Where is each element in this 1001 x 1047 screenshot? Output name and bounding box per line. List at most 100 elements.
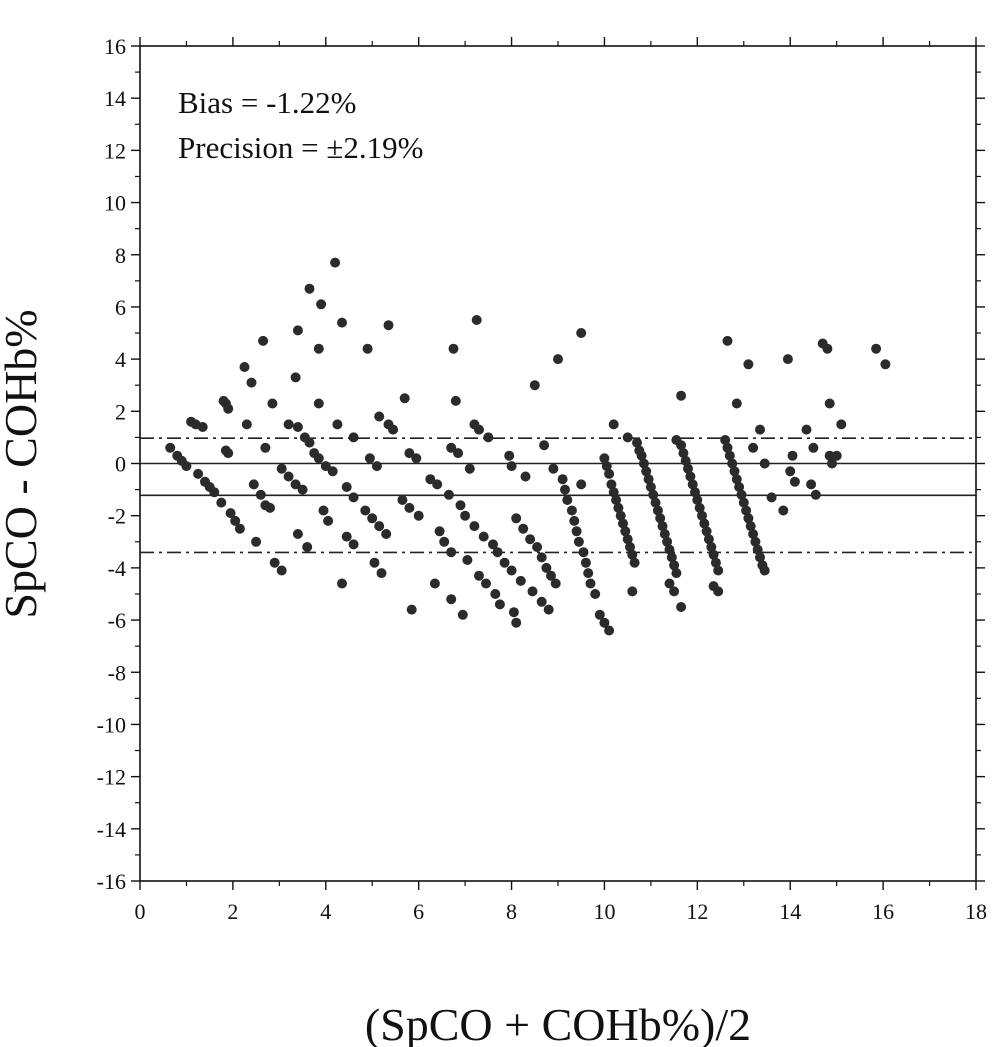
data-point bbox=[622, 534, 633, 545]
data-point bbox=[680, 455, 691, 466]
data-point bbox=[511, 513, 522, 524]
data-point bbox=[181, 461, 192, 472]
data-point bbox=[269, 557, 280, 568]
y-axis-label: SpCO - COHb% bbox=[0, 309, 46, 618]
data-point bbox=[313, 343, 324, 354]
data-point bbox=[478, 531, 489, 542]
data-point bbox=[750, 536, 761, 547]
data-point bbox=[283, 471, 294, 482]
data-point bbox=[404, 502, 415, 513]
data-point bbox=[759, 565, 770, 576]
data-point bbox=[701, 526, 712, 537]
data-point bbox=[471, 315, 482, 325]
data-point bbox=[360, 505, 371, 516]
data-point bbox=[374, 521, 385, 532]
data-point bbox=[364, 453, 375, 464]
data-point bbox=[165, 442, 176, 453]
data-point bbox=[520, 471, 531, 482]
data-point bbox=[255, 489, 266, 500]
data-point bbox=[745, 521, 756, 532]
y-tick-label: 8 bbox=[115, 243, 126, 268]
data-point bbox=[327, 466, 338, 477]
data-point bbox=[731, 398, 742, 409]
data-point bbox=[504, 450, 515, 461]
data-point bbox=[748, 529, 759, 539]
data-point bbox=[490, 589, 501, 599]
data-point bbox=[713, 586, 724, 597]
data-point bbox=[599, 617, 610, 628]
data-point bbox=[676, 390, 687, 401]
y-tick-label: -6 bbox=[108, 608, 126, 633]
data-point bbox=[604, 468, 615, 479]
data-point bbox=[290, 479, 301, 490]
data-point bbox=[369, 557, 380, 568]
data-point bbox=[469, 521, 480, 532]
data-point bbox=[590, 589, 601, 599]
y-tick-label: -12 bbox=[97, 765, 126, 790]
data-point bbox=[620, 526, 631, 537]
x-tick-label: 6 bbox=[413, 899, 424, 924]
data-point bbox=[566, 505, 577, 516]
data-point bbox=[413, 510, 424, 521]
data-point bbox=[492, 547, 503, 558]
data-point bbox=[801, 424, 812, 435]
y-tick-label: -16 bbox=[97, 869, 126, 894]
data-point bbox=[488, 539, 498, 550]
data-point bbox=[583, 568, 594, 579]
data-point bbox=[506, 461, 517, 472]
x-tick-label: 16 bbox=[872, 899, 894, 924]
data-point bbox=[543, 604, 554, 615]
data-point bbox=[429, 578, 440, 589]
data-point bbox=[367, 513, 378, 524]
y-tick-label: 6 bbox=[115, 295, 126, 320]
data-point bbox=[406, 604, 417, 615]
y-tick-label: 16 bbox=[104, 34, 126, 59]
data-point bbox=[697, 510, 707, 521]
data-point bbox=[601, 461, 612, 472]
data-point bbox=[755, 552, 765, 563]
data-point bbox=[292, 422, 303, 432]
data-point bbox=[313, 453, 324, 464]
data-point bbox=[297, 484, 308, 495]
data-point bbox=[323, 515, 334, 526]
data-point bbox=[608, 487, 619, 498]
data-point bbox=[464, 463, 475, 474]
data-point bbox=[643, 474, 654, 485]
data-point bbox=[836, 419, 847, 430]
data-point bbox=[743, 359, 754, 370]
data-point bbox=[515, 575, 526, 586]
data-point bbox=[729, 466, 740, 477]
data-point bbox=[743, 513, 754, 524]
data-point bbox=[193, 468, 204, 479]
data-point bbox=[341, 482, 352, 492]
data-point bbox=[662, 536, 673, 547]
x-tick-label: 10 bbox=[593, 899, 615, 924]
data-point bbox=[450, 395, 461, 406]
data-point bbox=[710, 557, 721, 568]
data-point bbox=[690, 487, 700, 498]
data-point bbox=[457, 609, 468, 620]
data-point bbox=[453, 448, 464, 459]
data-point bbox=[251, 536, 262, 547]
data-point bbox=[627, 586, 638, 597]
data-point bbox=[664, 578, 675, 589]
data-point bbox=[348, 539, 359, 550]
x-tick-label: 0 bbox=[135, 899, 146, 924]
y-tick-label: -14 bbox=[97, 817, 126, 842]
data-point bbox=[374, 411, 385, 422]
data-point bbox=[230, 515, 241, 526]
data-point bbox=[599, 453, 610, 464]
data-point bbox=[752, 544, 763, 555]
data-point bbox=[546, 570, 556, 581]
data-point bbox=[330, 257, 341, 268]
data-point bbox=[766, 492, 777, 503]
y-tick-label: 4 bbox=[115, 347, 126, 372]
data-point bbox=[404, 448, 415, 459]
data-point bbox=[699, 518, 710, 529]
data-point bbox=[652, 505, 663, 516]
data-point bbox=[320, 461, 331, 472]
x-tick-label: 4 bbox=[320, 899, 331, 924]
data-point bbox=[494, 599, 505, 610]
data-point bbox=[683, 463, 693, 474]
